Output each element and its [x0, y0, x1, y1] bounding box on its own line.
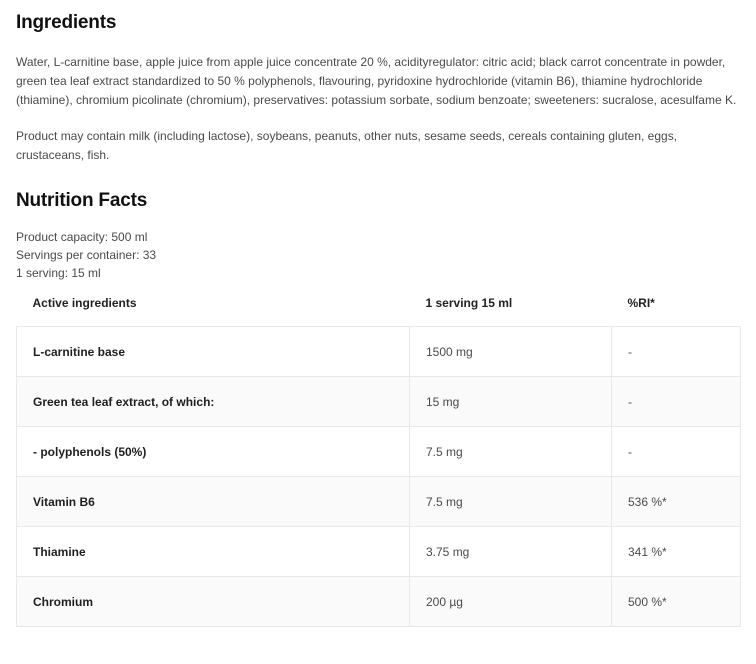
cell-ri-value: 341 %*: [611, 526, 741, 577]
table-row: Chromium 200 µg 500 %*: [16, 576, 741, 627]
cell-serving-amount: 3.75 mg: [409, 526, 612, 577]
cell-ingredient-name: L-carnitine base: [16, 326, 410, 377]
column-header-active-ingredients: Active ingredients: [32, 296, 137, 310]
ingredients-heading: Ingredients: [16, 12, 117, 33]
ingredients-text: Water, L-carnitine base, apple juice fro…: [16, 55, 737, 107]
cell-serving-amount: 15 mg: [409, 376, 612, 427]
product-capacity-line: Product capacity: 500 ml: [16, 230, 148, 244]
serving-size-line: 1 serving: 15 ml: [16, 266, 101, 280]
cell-ri-value: -: [611, 376, 741, 427]
allergen-warning-text: Product may contain milk (including lact…: [16, 129, 678, 162]
cell-ri-value: -: [611, 326, 741, 377]
cell-ingredient-name: Green tea leaf extract, of which:: [16, 376, 410, 427]
serving-info-list: Product capacity: 500 ml Servings per co…: [16, 228, 740, 282]
table-row: Thiamine 3.75 mg 341 %*: [16, 526, 741, 577]
cell-ingredient-name: Chromium: [16, 576, 410, 627]
nutrition-facts-heading: Nutrition Facts: [16, 190, 148, 211]
cell-ingredient-name: Thiamine: [16, 526, 410, 577]
cell-ri-value: 500 %*: [611, 576, 741, 627]
column-header-serving: 1 serving 15 ml: [425, 296, 513, 310]
table-row: Vitamin B6 7.5 mg 536 %*: [16, 476, 741, 527]
table-body: L-carnitine base 1500 mg - Green tea lea…: [16, 326, 741, 627]
cell-ingredient-name: - polyphenols (50%): [16, 426, 410, 477]
cell-serving-amount: 7.5 mg: [409, 476, 612, 527]
table-header-row: Active ingredients 1 serving 15 ml %RI*: [17, 296, 741, 327]
product-info-page: Ingredients Water, L-carnitine base, app…: [16, 12, 741, 627]
column-header-ri: %RI*: [627, 296, 655, 310]
cell-serving-amount: 7.5 mg: [409, 426, 612, 477]
table-row: L-carnitine base 1500 mg -: [16, 326, 741, 377]
cell-ri-value: 536 %*: [611, 476, 741, 527]
cell-ri-value: -: [611, 426, 741, 477]
table-header: Active ingredients 1 serving 15 ml %RI*: [17, 296, 741, 327]
cell-serving-amount: 200 µg: [409, 576, 612, 627]
nutrition-facts-table: Active ingredients 1 serving 15 ml %RI* …: [16, 296, 741, 627]
table-row: - polyphenols (50%) 7.5 mg -: [16, 426, 741, 477]
cell-ingredient-name: Vitamin B6: [16, 476, 410, 527]
table-row: Green tea leaf extract, of which: 15 mg …: [16, 376, 741, 427]
cell-serving-amount: 1500 mg: [409, 326, 612, 377]
servings-per-container-line: Servings per container: 33: [16, 248, 157, 262]
